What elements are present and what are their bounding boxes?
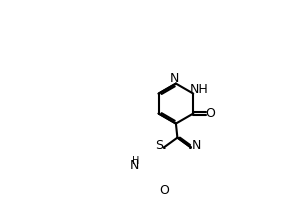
Text: N: N: [170, 72, 179, 85]
Text: O: O: [205, 107, 215, 120]
Text: N: N: [130, 159, 140, 172]
Text: H: H: [133, 156, 140, 166]
Text: NH: NH: [190, 83, 208, 96]
Text: N: N: [191, 139, 201, 152]
Text: O: O: [160, 184, 170, 197]
Text: S: S: [155, 139, 163, 152]
